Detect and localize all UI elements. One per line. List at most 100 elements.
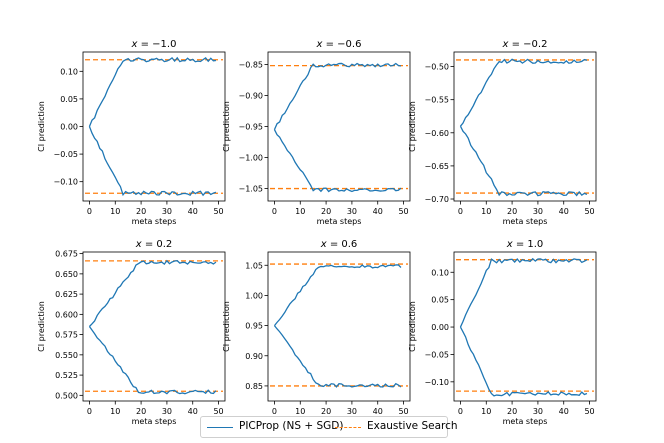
- subplot-1: 0 10 20 30 40 50 −0.10 −0.05 0.00 0.05 0.10 meta st…: [37, 39, 226, 226]
- subplot-title-value: = −1.0: [137, 39, 176, 50]
- y-tick-label: −0.90: [238, 91, 263, 100]
- x-tick-label: 0: [272, 407, 277, 416]
- subplot-title: x = 0.2: [135, 239, 173, 250]
- x-tick-label: 50: [398, 207, 408, 216]
- x-tick-label: 10: [110, 407, 120, 416]
- y-tick-label: 0.575: [55, 331, 78, 340]
- x-tick-label: 20: [507, 207, 517, 216]
- subplot-2: 0 10 20 30 40 50 −1.05 −1.00 −0.95 −0.90 −0.85 meta…: [222, 39, 411, 226]
- legend-label: Exaustive Search: [367, 420, 458, 432]
- subplot-3: 0 10 20 30 40 50 −0.70 −0.65 −0.60 −0.55 −0.50 meta…: [408, 39, 597, 226]
- subplot-title-value: = 1.0: [513, 239, 544, 250]
- x-tick-label: 0: [272, 207, 277, 216]
- picprop-series-lower: [459, 326, 588, 397]
- x-tick-label: 0: [87, 207, 92, 216]
- x-tick-label: 0: [87, 407, 92, 416]
- subplot-title-variable: x: [135, 239, 142, 250]
- x-tick-label: 20: [136, 207, 146, 216]
- x-tick-label: 30: [162, 207, 172, 216]
- y-tick-label: 0.95: [245, 322, 263, 331]
- y-tick-label: 0.525: [55, 371, 78, 380]
- x-tick-label: 50: [213, 407, 223, 416]
- x-tick-label: 50: [213, 207, 223, 216]
- y-tick-label: 0.05: [431, 296, 449, 305]
- x-tick-label: 0: [458, 407, 463, 416]
- y-tick-label: 0.05: [60, 95, 78, 104]
- legend-label: PICProp (NS + SGD): [239, 420, 344, 432]
- x-tick-label: 30: [347, 407, 357, 416]
- subplot-6: 0 10 20 30 40 50 −0.10 −0.05 0.00 0.05 0.10 meta st…: [408, 239, 597, 426]
- x-tick-label: 40: [188, 407, 198, 416]
- picprop-series-lower: [88, 326, 217, 395]
- y-tick-label: −0.10: [53, 178, 78, 187]
- x-tick-label: 40: [373, 207, 383, 216]
- x-tick-label: 10: [295, 207, 305, 216]
- y-tick-label: 0.550: [55, 351, 78, 360]
- x-tick-label: 10: [481, 407, 491, 416]
- y-tick-label: −0.05: [53, 150, 78, 159]
- subplot-title-value: = −0.2: [508, 39, 547, 50]
- x-axis-label: meta steps: [132, 417, 177, 426]
- x-tick-label: 50: [584, 207, 594, 216]
- x-tick-label: 50: [584, 407, 594, 416]
- x-tick-label: 10: [295, 407, 305, 416]
- subplot-title-value: = 0.2: [142, 239, 173, 250]
- legend-swatch-dashed: [335, 427, 361, 428]
- y-tick-label: 1.05: [245, 261, 263, 270]
- legend-swatch-solid: [207, 427, 233, 428]
- y-tick-label: −0.85: [238, 60, 263, 69]
- subplot-title-variable: x: [316, 39, 323, 50]
- subplot-title: x = −1.0: [131, 39, 177, 50]
- y-tick-label: 0.650: [55, 270, 78, 279]
- plot-frame: [82, 251, 226, 402]
- subplot-title-value: = −0.6: [322, 39, 361, 50]
- x-axis-label: meta steps: [317, 217, 362, 226]
- y-tick-label: −0.10: [424, 378, 449, 387]
- y-tick-label: −0.60: [424, 129, 449, 138]
- x-tick-label: 20: [321, 207, 331, 216]
- x-tick-label: 30: [533, 407, 543, 416]
- y-tick-label: 0.85: [245, 382, 263, 391]
- y-tick-label: −1.00: [238, 154, 263, 163]
- subplot-title-value: = 0.6: [327, 239, 358, 250]
- plot-frame: [453, 251, 597, 402]
- plot-frame: [453, 51, 597, 202]
- subplot-title: x = 0.6: [320, 239, 358, 250]
- legend: PICProp (NS + SGD) Exaustive Search: [200, 416, 458, 438]
- y-axis-label: CI prediction: [222, 101, 231, 152]
- y-tick-label: 0.625: [55, 290, 78, 299]
- plot-frame: [267, 251, 411, 402]
- y-tick-label: 0.600: [55, 310, 78, 319]
- y-tick-label: 0.00: [60, 123, 78, 132]
- x-axis-label: meta steps: [503, 417, 548, 426]
- x-tick-label: 40: [373, 407, 383, 416]
- picprop-series-lower: [459, 125, 588, 197]
- x-tick-label: 10: [481, 207, 491, 216]
- y-axis-label: CI prediction: [37, 301, 46, 352]
- subplot-title: x = −0.6: [316, 39, 362, 50]
- y-axis-label: CI prediction: [408, 301, 417, 352]
- y-tick-label: 0.10: [431, 268, 449, 277]
- picprop-series-upper: [273, 264, 402, 327]
- y-axis-label: CI prediction: [222, 301, 231, 352]
- y-tick-label: −0.05: [424, 350, 449, 359]
- x-tick-label: 40: [188, 207, 198, 216]
- x-tick-label: 30: [162, 407, 172, 416]
- x-tick-label: 40: [559, 407, 569, 416]
- y-tick-label: 0.675: [55, 250, 78, 259]
- y-tick-label: −0.55: [424, 96, 449, 105]
- y-tick-label: 0.10: [60, 67, 78, 76]
- y-tick-label: −1.05: [238, 185, 263, 194]
- y-axis-label: CI prediction: [408, 101, 417, 152]
- plot-frame: [267, 51, 411, 202]
- y-tick-label: 0.90: [245, 352, 263, 361]
- picprop-series-upper: [88, 259, 217, 327]
- y-tick-label: −0.70: [424, 195, 449, 204]
- subplot-title-variable: x: [506, 239, 513, 250]
- subplot-4: 0 10 20 30 40 50 0.500 0.525 0.550 0.575 0.600 0.62…: [37, 239, 226, 426]
- subplot-title-variable: x: [131, 39, 138, 50]
- subplot-title-variable: x: [502, 39, 509, 50]
- y-tick-label: 1.00: [245, 291, 263, 300]
